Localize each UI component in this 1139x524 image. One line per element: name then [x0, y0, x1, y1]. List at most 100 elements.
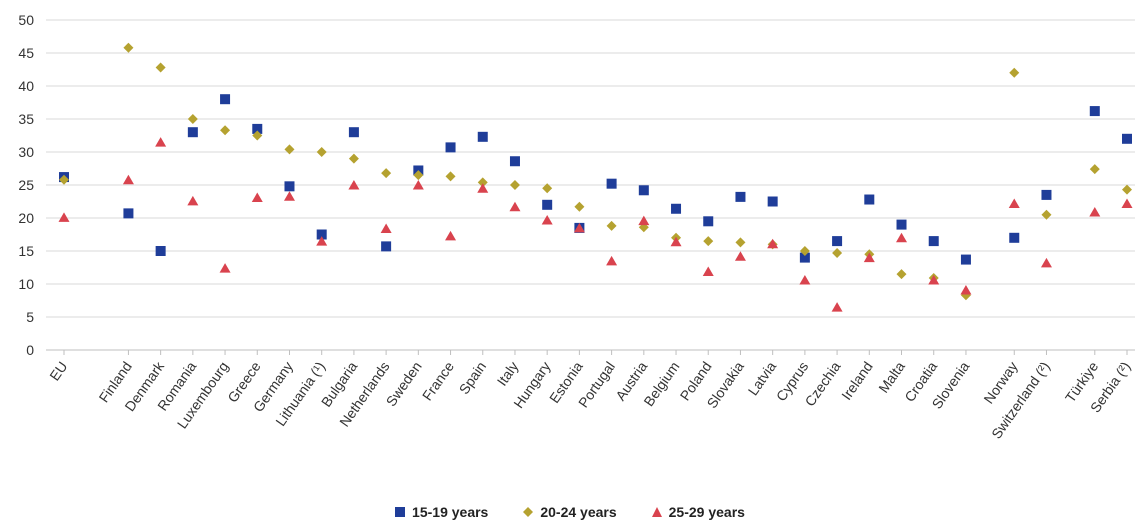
data-point-triangle [445, 230, 457, 241]
y-tick-label: 5 [26, 309, 34, 325]
y-tick-label: 30 [18, 144, 34, 160]
data-point-triangle [960, 284, 972, 295]
legend-item-15-19: 15-19 years [394, 504, 488, 520]
x-tick-label: Ireland [838, 359, 876, 403]
data-point-diamond [1009, 67, 1020, 78]
data-point-diamond [413, 170, 424, 181]
data-point-square [252, 123, 263, 134]
data-point-diamond [477, 177, 488, 188]
data-point-square [1041, 189, 1052, 200]
data-point-square [381, 241, 392, 252]
y-tick-label: 20 [18, 210, 34, 226]
data-point-diamond [445, 171, 456, 182]
data-point-triangle [348, 180, 360, 190]
data-point-diamond [542, 183, 553, 194]
data-point-triangle [477, 183, 489, 193]
data-point-square [542, 199, 553, 210]
data-point-diamond [187, 114, 198, 124]
data-point-diamond [606, 220, 617, 231]
data-point-triangle [187, 195, 199, 206]
data-point-triangle [863, 252, 875, 263]
data-point-diamond [284, 144, 295, 155]
data-point-square [445, 142, 456, 153]
legend-swatch-diamond [523, 507, 534, 517]
data-point-triangle [1121, 198, 1133, 208]
data-point-diamond [220, 125, 231, 136]
data-point-triangle [702, 266, 714, 276]
data-point-triangle [509, 201, 521, 212]
legend-item-20-24: 20-24 years [522, 504, 617, 520]
data-point-triangle [283, 191, 295, 201]
x-tick-label: Spain [456, 359, 490, 398]
data-point-square [606, 178, 617, 189]
data-point-triangle [155, 137, 167, 147]
data-point-diamond [735, 237, 746, 248]
data-point-diamond [59, 174, 69, 185]
data-point-triangle [251, 192, 263, 203]
data-point-diamond [832, 247, 843, 258]
data-points [58, 42, 1133, 312]
data-point-diamond [703, 236, 714, 247]
x-tick-label: Italy [494, 359, 522, 389]
data-point-triangle [380, 223, 392, 234]
y-tick-label: 40 [18, 78, 34, 94]
data-point-triangle [638, 215, 650, 226]
data-point-diamond [316, 147, 327, 157]
data-point-square [348, 127, 359, 138]
legend: 15-19 years 20-24 years 25-29 years [0, 500, 1139, 524]
legend-item-25-29: 25-29 years [651, 504, 745, 520]
data-point-diamond [348, 153, 359, 164]
data-point-diamond [381, 168, 392, 179]
y-tick-label: 15 [18, 243, 34, 259]
data-point-square [123, 208, 134, 219]
data-point-square [1122, 133, 1132, 144]
data-point-diamond [123, 42, 134, 53]
gridlines [46, 19, 1135, 351]
data-point-triangle [573, 222, 585, 233]
data-point-square [316, 229, 327, 240]
data-point-diamond [1089, 164, 1100, 175]
data-point-triangle [1040, 257, 1052, 268]
data-point-square [671, 203, 682, 214]
data-point-diamond [155, 62, 166, 73]
data-point-triangle [316, 236, 328, 246]
data-point-triangle [1089, 207, 1101, 217]
y-tick-label: 10 [18, 276, 34, 292]
data-point-triangle [831, 302, 843, 312]
x-tick-label: Malta [875, 358, 908, 395]
y-tick-label: 50 [18, 12, 34, 28]
legend-label: 25-29 years [668, 504, 745, 520]
data-point-triangle [896, 232, 908, 243]
data-point-diamond [896, 269, 907, 280]
data-point-square [187, 127, 198, 138]
data-point-square [864, 194, 875, 205]
x-tick-label: France [419, 358, 457, 403]
y-tick-label: 25 [18, 177, 34, 193]
data-point-square [896, 219, 907, 230]
data-point-triangle [219, 263, 231, 273]
data-point-square [477, 131, 488, 142]
legend-swatch-square [395, 507, 406, 517]
data-point-triangle [1008, 198, 1020, 208]
data-point-square [960, 254, 971, 265]
data-point-triangle [541, 214, 553, 225]
data-point-triangle [670, 236, 682, 247]
data-point-square [703, 216, 714, 227]
data-point-square [1089, 106, 1100, 117]
legend-label: 20-24 years [540, 504, 617, 520]
data-point-square [832, 236, 843, 247]
data-point-triangle [606, 255, 618, 266]
data-point-square [799, 252, 810, 263]
y-tick-label: 35 [18, 111, 34, 127]
legend-swatch-triangle [651, 507, 662, 517]
y-axis: 0 5 10 15 20 25 30 35 40 45 50 [18, 12, 1135, 358]
data-point-square [1009, 232, 1020, 243]
y-tick-label: 0 [26, 342, 34, 358]
data-point-diamond [1041, 209, 1052, 220]
data-point-triangle [412, 180, 424, 190]
data-point-square [220, 94, 231, 105]
x-tick-label: EU [46, 359, 70, 384]
legend-label: 15-19 years [412, 504, 489, 520]
data-point-square [284, 181, 295, 192]
data-point-triangle [799, 275, 811, 285]
